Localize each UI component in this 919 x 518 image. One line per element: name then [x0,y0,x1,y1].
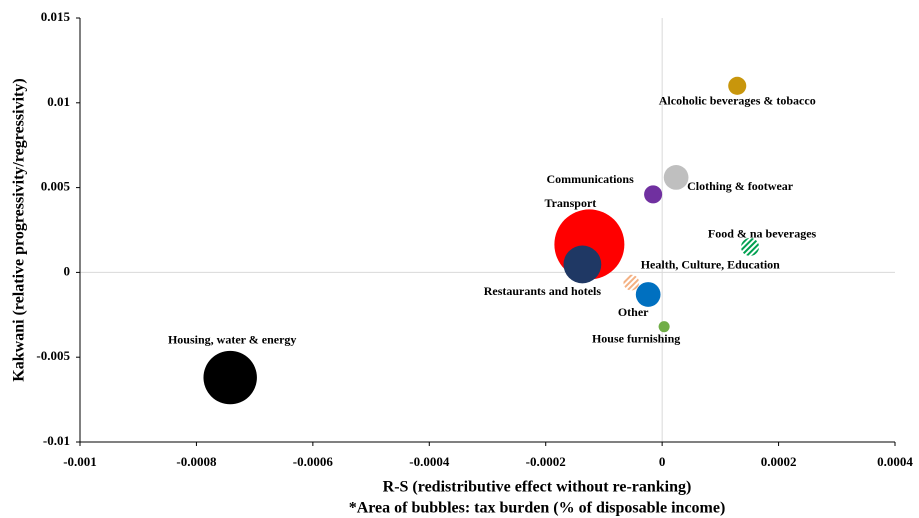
x-tick-label: -0.0004 [409,454,450,469]
bubble-label: Food & na beverages [708,227,817,241]
bubble-label: House furnishing [592,331,680,345]
bubble [644,185,663,204]
x-tick-label: -0.0006 [293,454,334,469]
y-tick-label: 0 [64,263,71,278]
bubble [635,282,661,307]
x-tick-label: -0.001 [63,454,97,469]
bubble-label: Housing, water & energy [168,332,296,346]
x-tick-label: -0.0008 [176,454,217,469]
y-tick-label: 0.005 [41,179,71,194]
bubble [203,350,257,405]
bubble [663,165,689,190]
x-tick-label: -0.0002 [526,454,566,469]
x-tick-label: 0.0002 [761,454,797,469]
bubble-label: Alcoholic beverages & tobacco [659,94,816,108]
bubble-label: Transport [544,196,596,210]
y-tick-label: -0.01 [43,433,70,448]
bubble [623,274,640,291]
y-tick-label: 0.01 [47,94,70,109]
bubble [563,245,602,284]
note: *Area of bubbles: tax burden (% of dispo… [349,500,726,517]
bubble-label: Clothing & footwear [687,179,794,193]
y-tick-label: -0.005 [36,348,70,363]
x-axis-title: R-S (redistributive effect without re-ra… [383,479,692,496]
bubble-label: Restaurants and hotels [484,284,602,298]
x-tick-label: 0.0004 [877,454,913,469]
bubble-label: Communications [546,172,634,186]
bubble-label: Health, Culture, Education [641,257,780,271]
bubble [658,321,670,333]
y-axis-title: Kakwani (relative progressivity/regressi… [11,78,28,381]
y-tick-label: 0.015 [41,9,71,24]
bubble-label: Other [618,305,649,319]
bubble [741,237,760,256]
x-tick-label: 0 [659,454,666,469]
bubble [728,76,747,95]
